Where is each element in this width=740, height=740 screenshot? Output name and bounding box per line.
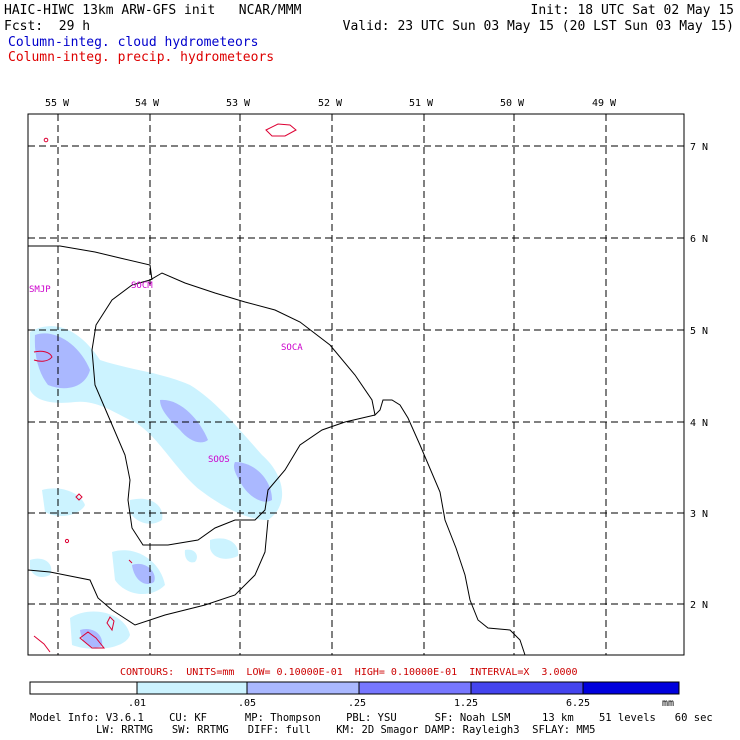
- lon-label-51w: 51 W: [409, 98, 434, 109]
- scale-tick-1: .05: [238, 698, 256, 709]
- scale-bin-1: [136, 681, 248, 695]
- station-soos: SOOS: [208, 455, 230, 465]
- init-time: Init: 18 UTC Sat 02 May 15: [530, 3, 735, 18]
- valid-time: Valid: 23 UTC Sun 03 May 15 (20 LST Sun …: [342, 19, 734, 34]
- scale-tick-2: .25: [348, 698, 366, 709]
- lon-label-50w: 50 W: [500, 98, 525, 109]
- lat-label-7n: 7 N: [690, 142, 708, 153]
- lon-label-54w: 54 W: [135, 98, 160, 109]
- lat-lon-grid: [28, 114, 684, 655]
- lat-label-3n: 3 N: [690, 509, 708, 520]
- plot-title: HAIC-HIWC 13km ARW-GFS init NCAR/MMM: [4, 3, 302, 18]
- field-precip-label: Column-integ. precip. hydrometeors: [8, 50, 275, 65]
- lat-label-4n: 4 N: [690, 418, 708, 429]
- lat-label-5n: 5 N: [690, 326, 708, 337]
- scale-units: mm: [662, 698, 674, 709]
- field-cloud-label: Column-integ. cloud hydrometeors: [8, 35, 259, 50]
- scale-bin-2: [246, 681, 360, 695]
- scale-bin-5: [582, 681, 680, 695]
- tick-marks: [57, 114, 684, 605]
- cloud-shading-light: [30, 326, 283, 649]
- lat-label-6n: 6 N: [690, 234, 708, 245]
- model-info-line1: Model Info: V3.6.1 CU: KF MP: Thompson P…: [30, 712, 713, 724]
- lon-label-52w: 52 W: [318, 98, 343, 109]
- lat-label-2n: 2 N: [690, 600, 708, 611]
- lon-label-55w: 55 W: [45, 98, 70, 109]
- station-soca: SOCA: [281, 343, 303, 353]
- lon-label-53w: 53 W: [226, 98, 251, 109]
- scale-bin-4: [470, 681, 584, 695]
- coastline: [27, 245, 526, 656]
- station-smjp: SMJP: [29, 285, 51, 295]
- station-socm: SOCM: [131, 281, 153, 291]
- cloud-shading-medium: [34, 333, 272, 648]
- model-info-line2: LW: RRTMG SW: RRTMG DIFF: full KM: 2D Sm…: [96, 724, 596, 736]
- precip-contours: [33, 123, 297, 653]
- map-frame: [27, 113, 685, 656]
- forecast-hour: Fcst: 29 h: [4, 19, 91, 34]
- scale-bin-3: [358, 681, 472, 695]
- color-scale: [29, 681, 680, 695]
- scale-bin-0: [29, 681, 138, 695]
- contours-legend: CONTOURS: UNITS=mm LOW= 0.10000E-01 HIGH…: [120, 667, 578, 678]
- scale-tick-3: 1.25: [454, 698, 478, 709]
- scale-tick-4: 6.25: [566, 698, 590, 709]
- lon-label-49w: 49 W: [592, 98, 617, 109]
- scale-tick-0: .01: [128, 698, 146, 709]
